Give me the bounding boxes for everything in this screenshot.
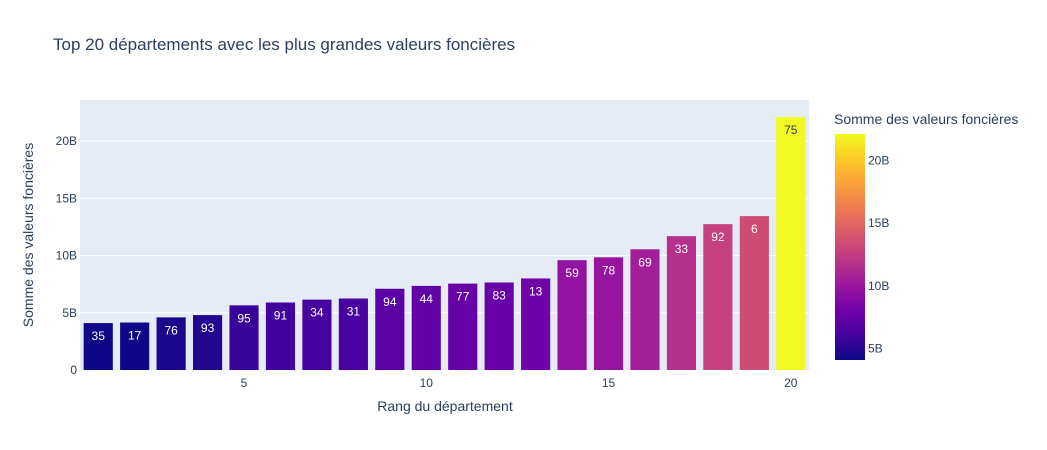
y-axis-ticks: 0 5B 10B 15B 20B [56,134,78,377]
bar [411,285,441,370]
bar [338,298,368,370]
x-tick-label: 20 [784,376,798,390]
colorbar-tick-label: 10B [868,279,889,293]
colorbar-tick-label: 15B [868,216,889,230]
y-axis-title: Somme des valeurs foncières [20,143,36,327]
bar-label: 13 [529,284,543,298]
y-tick-label: 5B [62,306,77,320]
y-tick-label: 0 [70,363,77,377]
x-axis-ticks: 5 10 15 20 [241,376,798,390]
bar [120,322,150,370]
bar [192,315,223,370]
bar [776,117,806,371]
bar [156,317,186,370]
bar-label: 92 [711,230,725,244]
bar-label: 31 [347,304,361,318]
bar-label: 44 [420,292,434,306]
bar [630,249,660,370]
x-tick-label: 5 [241,376,248,390]
bar-label: 69 [638,255,652,269]
bar-label: 91 [274,309,288,323]
colorbar-tick-label: 20B [868,153,889,167]
bar-label: 6 [751,222,758,236]
bar [521,278,551,370]
bar-label: 75 [784,123,798,137]
y-tick-label: 10B [56,249,77,263]
bar [302,299,332,370]
bar-label: 76 [164,323,178,337]
bar [265,302,296,370]
bar-label: 83 [492,288,506,302]
bar [375,288,405,370]
x-tick-label: 10 [420,376,434,390]
bar-label: 35 [92,329,106,343]
y-tick-label: 20B [56,134,77,148]
bar [703,224,733,370]
bar-label: 34 [310,306,324,320]
bars [83,117,806,371]
bar-label: 93 [201,321,215,335]
bar-label: 59 [565,266,579,280]
colorbar-ticks: 5B 10B 15B 20B [868,153,889,355]
bar-label: 33 [675,242,689,256]
bar-labels: 35 17 76 93 95 91 34 31 94 44 77 83 13 59 78 69 33 92 6 75 [92,123,798,343]
y-tick-label: 15B [56,191,77,205]
colorbar-title: Somme des valeurs foncières [834,111,1018,127]
bar [557,260,587,370]
bar-label: 17 [128,329,142,343]
bar [739,216,769,370]
colorbar [835,134,865,360]
bar [83,323,113,370]
bar [666,236,697,370]
plot-area [80,100,809,370]
colorbar-tick-label: 5B [868,342,883,356]
bar [229,305,259,370]
x-axis-title: Rang du département [377,398,513,414]
chart-title: Top 20 départements avec les plus grande… [53,35,515,54]
x-tick-label: 15 [602,376,616,390]
bar [448,283,478,370]
bar-label: 95 [237,311,251,325]
bar [593,257,624,370]
bar-label: 78 [602,263,616,277]
bar-label: 77 [456,290,470,304]
bar [484,282,514,370]
bar-label: 94 [383,295,397,309]
